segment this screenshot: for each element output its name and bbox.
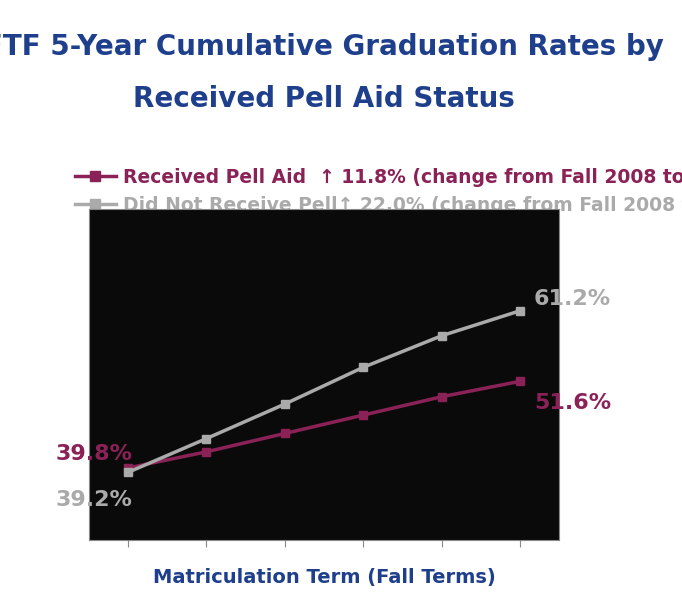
X-axis label: Matriculation Term (Fall Terms): Matriculation Term (Fall Terms) bbox=[153, 568, 495, 587]
Text: 51.6%: 51.6% bbox=[534, 393, 611, 413]
Text: 39.8%: 39.8% bbox=[56, 443, 133, 464]
Text: 61.2%: 61.2% bbox=[534, 289, 611, 309]
Text: FTF 5-Year Cumulative Graduation Rates by: FTF 5-Year Cumulative Graduation Rates b… bbox=[0, 34, 664, 61]
Text: Received Pell Aid Status: Received Pell Aid Status bbox=[133, 85, 515, 113]
Legend: Received Pell Aid  ↑ 11.8% (change from Fall 2008 to Fall 2013), Did Not Receive: Received Pell Aid ↑ 11.8% (change from F… bbox=[74, 168, 682, 215]
Text: 39.2%: 39.2% bbox=[56, 490, 132, 510]
